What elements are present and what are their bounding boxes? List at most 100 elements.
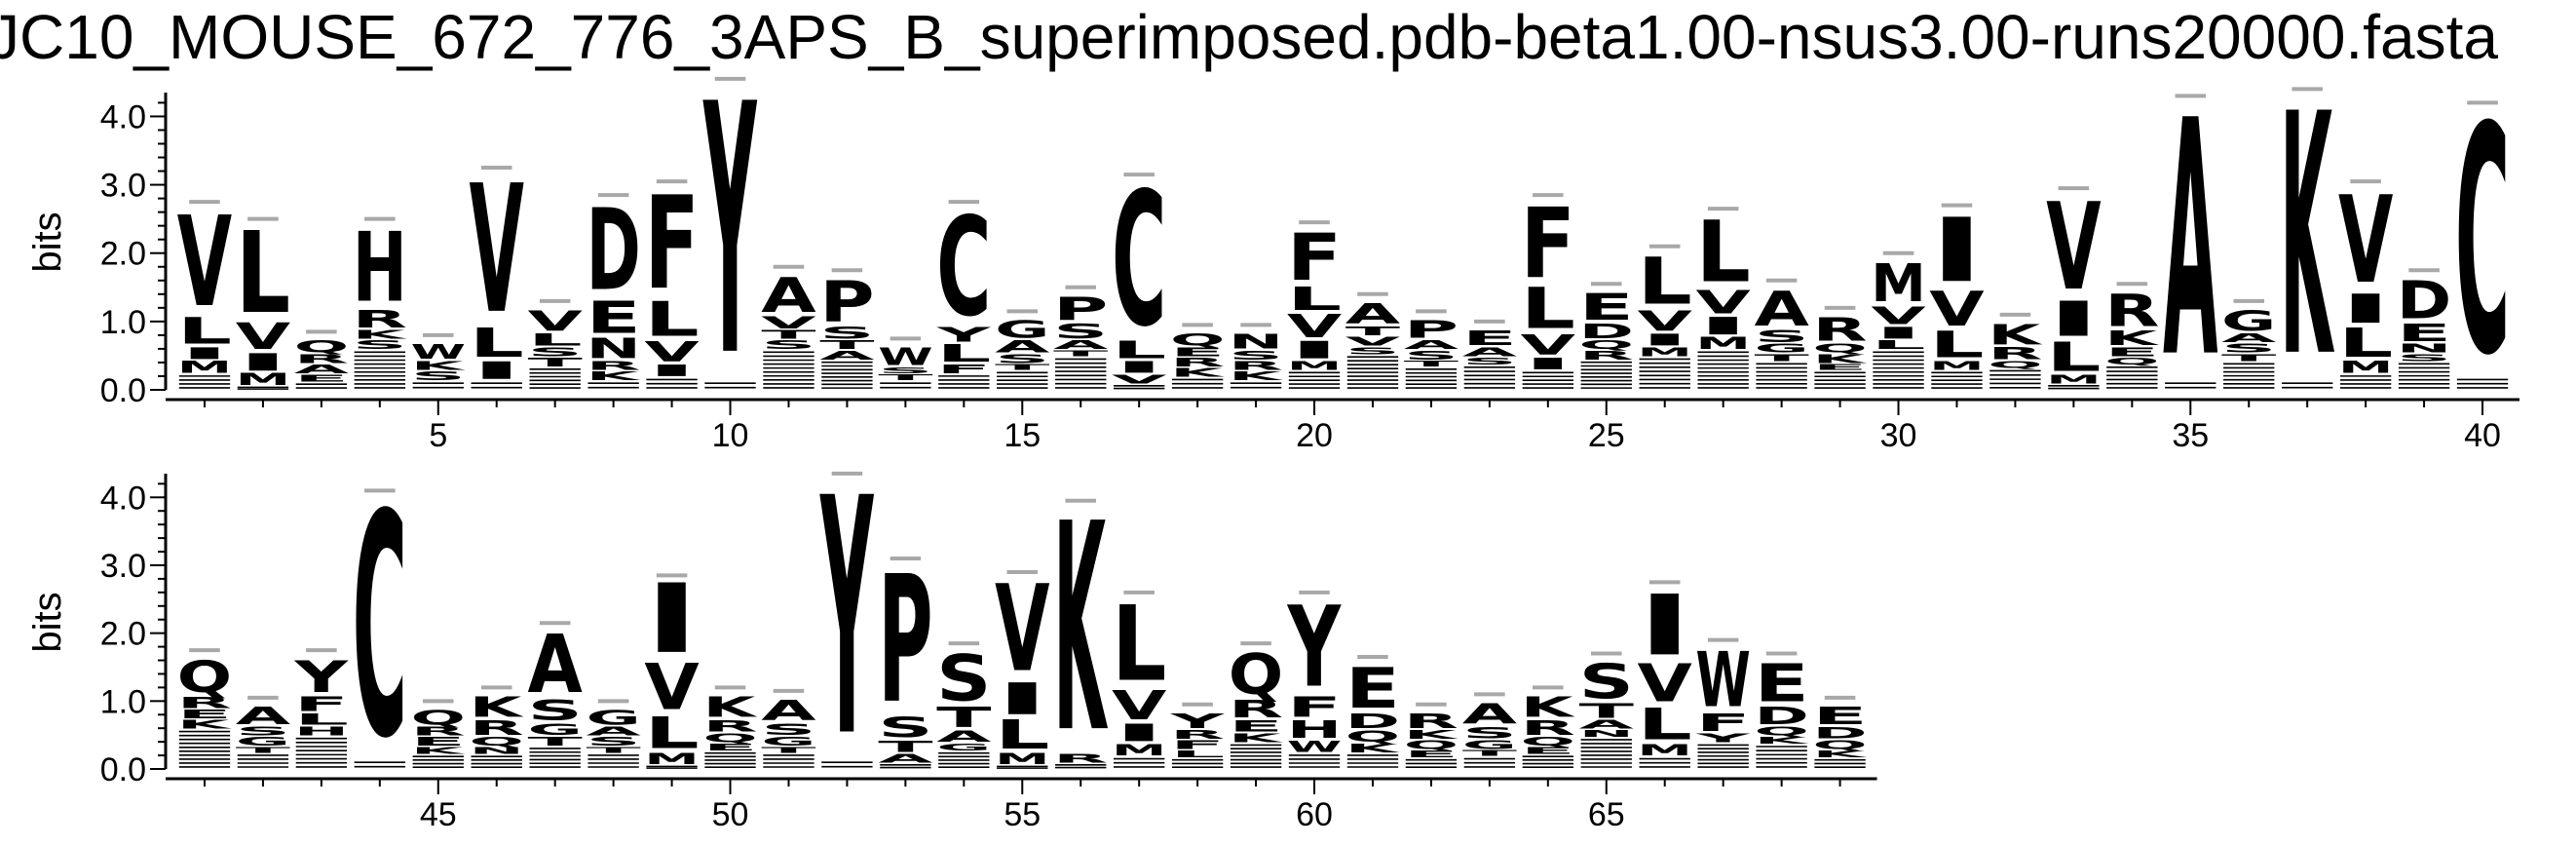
logo-letter-L: L (936, 340, 991, 367)
logo-letter-V: V (2338, 170, 2393, 310)
logo-letter-R: R (1229, 359, 1283, 372)
logo-letter-L: L (1521, 277, 1575, 342)
logo-letter-Q: Q (1812, 738, 1867, 751)
logo-letter-A: A (1053, 338, 1109, 352)
logo-letter-E: E (294, 372, 349, 384)
logo-letter-L: L (236, 209, 290, 338)
x-tick-label: 5 (429, 417, 447, 454)
logo-stack-44: C (353, 449, 407, 805)
y-tick-label: 4.0 (100, 480, 146, 517)
logo-letter-T: T (1053, 349, 1108, 359)
logo-letter-S: S (1404, 349, 1458, 363)
logo-letter-M: M (1929, 359, 1984, 372)
logo-letter-S: S (586, 735, 640, 749)
x-tick-label: 50 (712, 796, 749, 833)
logo-letter-A: A (2221, 331, 2277, 345)
logo-letter-P: P (878, 538, 932, 742)
logo-letter-L: L (1871, 338, 1925, 352)
logo-stack-67: YFW (1695, 637, 1751, 768)
logo-letter-S: S (1053, 320, 1108, 343)
logo-letter-V: V (1695, 285, 1751, 322)
logo-letter-I: I (1287, 336, 1342, 365)
logo-letter-L: L (644, 708, 699, 758)
logo-letter-V: V (644, 336, 700, 368)
logo-letter-K: K (1812, 352, 1868, 365)
logo-letter-T: T (527, 355, 582, 368)
logo-letter-K: K (2280, 45, 2334, 431)
logo-letter-W: W (411, 341, 466, 365)
logo-letter-W: W (1287, 737, 1342, 755)
logo-letter-H: H (294, 724, 349, 738)
logo-letter-K: K (1754, 735, 1808, 746)
logo-letter-I: I (1871, 324, 1925, 342)
logo-letter-P: P (1053, 290, 1108, 327)
logo-letter-F: F (294, 693, 349, 716)
x-tick-label: 60 (1296, 796, 1333, 833)
logo-letter-L: L (527, 330, 582, 349)
logo-letter-C: C (936, 187, 991, 347)
logo-letter-K: K (1521, 691, 1575, 723)
chart-title: JC10_MOUSE_672_776_3APS_B_superimposed.p… (0, 2, 2498, 72)
logo-letter-F: F (936, 362, 991, 375)
logo-letter-S: S (411, 369, 466, 383)
logo-letter-A: A (1462, 699, 1518, 731)
x-tick-label: 55 (1004, 796, 1041, 833)
logo-letter-Y: Y (1287, 582, 1342, 712)
logo-letter-Q: Q (1812, 342, 1867, 356)
logo-letter-S: S (761, 720, 815, 739)
logo-letter-L: L (1638, 699, 1692, 749)
logo-letter-R: R (177, 693, 232, 711)
x-tick-label: 30 (1880, 417, 1917, 454)
logo-letter-D: D (586, 186, 640, 317)
logo-letter-M: M (1695, 334, 1750, 353)
logo-letter-Q: Q (1229, 643, 1283, 708)
logo-stack-23: SAE (1462, 319, 1518, 389)
logo-stack-13: TSW (878, 336, 933, 389)
logo-letter-N: N (2397, 342, 2451, 356)
logo-letter-R: R (1170, 728, 1225, 742)
logo-letter-I: I (1929, 200, 1984, 302)
logo-letter-V: V (2046, 176, 2101, 317)
logo-stack-52: Y (819, 430, 874, 809)
logo-letter-S: S (878, 711, 932, 744)
logo-letter-A: A (1462, 345, 1518, 359)
logo-letter-V: V (644, 651, 700, 725)
logo-letter-F: F (1695, 710, 1750, 737)
logo-letter-A: A (1754, 281, 1808, 337)
logo-letter-T: T (878, 373, 932, 383)
logo-letter-C: C (353, 449, 407, 805)
logo-letter-K: K (411, 359, 467, 372)
logo-letter-I: I (1638, 330, 1692, 349)
y-axis-title: bits (26, 211, 69, 272)
logo-letter-A: A (936, 727, 992, 746)
logo-letter-L: L (644, 291, 699, 347)
logo-letter-T: T (995, 363, 1049, 372)
logo-letter-G: G (527, 720, 582, 739)
logo-letter-K: K (1229, 368, 1284, 382)
logo-letter-G: G (1462, 738, 1517, 751)
logo-letter-Q: Q (294, 337, 349, 356)
logo-letter-Q: Q (1345, 727, 1400, 746)
logo-letter-I: I (1695, 312, 1750, 340)
